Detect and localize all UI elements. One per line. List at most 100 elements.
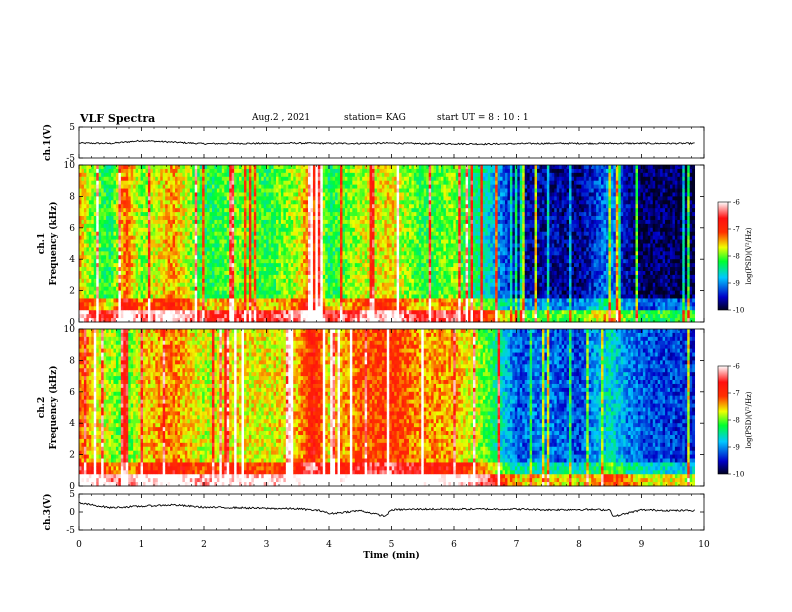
ch1-spectrogram-cell (337, 306, 341, 311)
ch1-spectrogram-cell (145, 216, 149, 221)
ch1-spectrogram-cell (79, 180, 82, 186)
ch1-spectrogram-cell (194, 286, 198, 292)
ch1-spectrogram-cell (147, 270, 151, 276)
ch1-spectrogram-cell (226, 251, 230, 256)
ch1-spectrogram-cell (123, 274, 127, 280)
ch1-spectrogram-cell (226, 165, 230, 170)
ch1-spectrogram-cell (349, 219, 353, 225)
ch1-spectrogram-cell (160, 247, 164, 252)
ch1-spectrogram-cell (273, 219, 277, 225)
ch1-spectrogram-cell (384, 219, 388, 225)
ch1-spectrogram-cell (271, 298, 274, 303)
ch1-spectrogram-cell (231, 286, 235, 292)
ch1-spectrogram-cell (187, 239, 191, 244)
ch1-spectrogram-cell (310, 208, 314, 213)
ch1-spectrogram-cell (130, 216, 134, 221)
ch1-spectrogram-cell (130, 208, 134, 213)
ch1-spectrogram-cell (283, 235, 287, 240)
ch1-spectrogram-cell (143, 270, 146, 276)
ch1-spectrogram-cell (197, 231, 201, 237)
ch1-spectrogram-cell (359, 251, 363, 256)
ch1-spectrogram-cell (256, 184, 260, 189)
ch1-spectrogram-cell (211, 168, 215, 174)
ch1-spectrogram-cell (372, 282, 375, 288)
ch1-spectrogram-cell (263, 239, 267, 244)
ch1-spectrogram-cell (384, 243, 388, 248)
ch1-spectrogram-cell (111, 200, 114, 205)
ch1-spectrogram-cell (128, 286, 132, 292)
ch1-spectrogram-cell (207, 247, 210, 252)
ch1-spectrogram-cell (312, 212, 316, 217)
ch1-spectrogram-cell (157, 216, 161, 221)
ch1-spectrogram-cell (236, 263, 240, 268)
ch1-spectrogram-cell (315, 188, 319, 193)
ch1-spectrogram-cell (332, 165, 336, 170)
ch1-spectrogram-cell (172, 270, 176, 276)
ch1-spectrogram-cell (364, 176, 368, 182)
ch1-spectrogram-cell (115, 274, 119, 280)
ch1-spectrogram-cell (347, 227, 351, 233)
ch1-spectrogram-cell (310, 243, 314, 248)
ch1-spectrogram-cell (261, 168, 265, 174)
ch1-spectrogram-cell (298, 314, 302, 319)
ch1-spectrogram-cell (128, 204, 132, 209)
ch1-spectrogram-cell (273, 318, 277, 323)
ch1-spectrogram-cell (125, 282, 129, 288)
ch1-spectrogram-cell (280, 188, 284, 193)
ch1-spectrogram-cell (219, 188, 223, 193)
ch1-spectrogram-cell (83, 212, 87, 217)
ch1-spectrogram-cell (81, 318, 85, 323)
ch1-spectrogram-cell (177, 267, 181, 272)
ch1-spectrogram-cell (143, 274, 146, 280)
ch1-spectrogram-cell (349, 165, 353, 170)
ch1-spectrogram-cell (197, 259, 201, 264)
ch1-spectrogram-cell (253, 227, 257, 233)
ch1-spectrogram-cell (273, 306, 277, 311)
ch1-spectrogram-cell (372, 314, 375, 319)
ch1-spectrogram-cell (317, 184, 321, 189)
ch1-spectrogram-cell (113, 310, 117, 315)
ch1-spectrogram-cell (202, 165, 205, 170)
ch1-spectrogram-cell (170, 294, 173, 299)
ch1-spectrogram-cell (295, 165, 299, 170)
ch1-spectrogram-cell (271, 200, 274, 205)
ch1-spectrogram-cell (263, 172, 267, 178)
ch1-spectrogram-cell (335, 172, 338, 178)
ch1-spectrogram-cell (157, 223, 161, 229)
ch1-spectrogram-cell (98, 208, 102, 213)
ch1-spectrogram-cell (98, 314, 102, 319)
ch1-spectrogram-cell (280, 278, 284, 284)
ch1-spectrogram-cell (362, 172, 366, 178)
ch1-spectrogram-cell (187, 168, 191, 174)
ch1-spectrogram-cell (369, 204, 373, 209)
ch1-spectrogram-cell (234, 176, 237, 182)
ch1-spectrogram-cell (194, 165, 198, 170)
ch1-spectrogram-cell (162, 314, 166, 319)
ch1-spectrogram-cell (384, 208, 388, 213)
ch1-spectrogram-cell (207, 223, 210, 229)
ch1-spectrogram-cell (325, 219, 329, 225)
ch1-spectrogram-cell (246, 255, 250, 260)
ch1-spectrogram-cell (103, 251, 107, 256)
ch1-spectrogram-cell (283, 255, 287, 260)
ch1-spectrogram-cell (229, 168, 233, 174)
ch1-spectrogram-cell (251, 294, 255, 299)
ch1-spectrogram-cell (322, 239, 326, 244)
ch1-spectrogram-cell (312, 270, 316, 276)
ch1-spectrogram-cell (335, 216, 338, 221)
ch1-spectrogram-cell (172, 176, 176, 182)
ch1-spectrogram-cell (204, 208, 208, 213)
ch1-spectrogram-cell (207, 286, 210, 292)
ch1-spectrogram-cell (216, 267, 220, 272)
ch1-spectrogram-cell (79, 318, 82, 323)
ch1-spectrogram-cell (268, 251, 272, 256)
ch1-spectrogram-cell (359, 192, 363, 197)
ch1-spectrogram-cell (157, 255, 161, 260)
ch1-spectrogram-cell (310, 263, 314, 268)
ch1-spectrogram-cell (381, 231, 385, 237)
ch1-spectrogram-cell (184, 165, 188, 170)
ch1-spectrogram-cell (187, 290, 191, 295)
ch1-spectrogram-cell (106, 216, 109, 221)
ch1-spectrogram-cell (221, 278, 225, 284)
ch1-spectrogram-cell (182, 274, 186, 280)
